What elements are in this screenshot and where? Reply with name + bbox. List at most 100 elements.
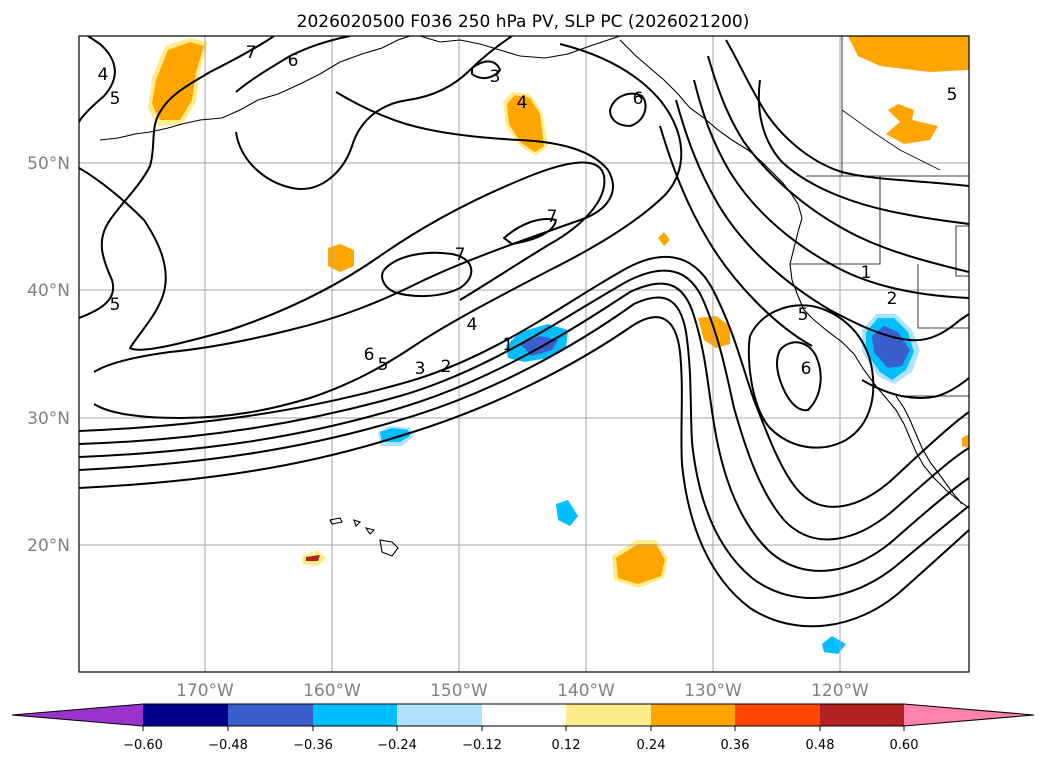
- contour-label-7a: 7: [246, 43, 257, 63]
- lon-label-120w: 120°W: [811, 681, 869, 701]
- contour-22: [757, 79, 969, 225]
- contour-5: [79, 316, 969, 628]
- contour-14: [503, 218, 557, 245]
- pv-blob-subtropical-core: [616, 544, 665, 584]
- pv-neg-blob-west-core: [380, 428, 410, 442]
- lon-label-140w: 140°W: [557, 681, 615, 701]
- contour-2: [79, 269, 969, 541]
- pv-blob-off-california: [698, 316, 730, 348]
- contour-label-6c: 6: [364, 345, 375, 365]
- border-states-1: [790, 176, 881, 265]
- lat-label-50n: 50°N: [27, 154, 70, 174]
- contour-label-7b: 7: [547, 207, 558, 227]
- colorbar-extend-min: [12, 704, 143, 726]
- contour-1: [79, 256, 969, 508]
- contour-15: [471, 60, 501, 80]
- coast-hawaii: [329, 517, 399, 557]
- lon-label-160w: 160°W: [303, 681, 361, 701]
- colorbar-segment-8: [735, 704, 820, 726]
- pv-positive-anomalies: [148, 36, 969, 588]
- longitude-axis: 170°W 160°W 150°W 140°W 130°W 120°W: [176, 681, 869, 701]
- contour-25: [861, 377, 969, 399]
- colorbar-tick-label-6: 0.12: [552, 738, 581, 753]
- pv-blob-aleutian-core: [507, 95, 544, 152]
- pv-blob-mexico: [962, 434, 969, 448]
- contour-label-4a: 4: [98, 65, 109, 85]
- contour-labels: 7 6 4 5 3 4 6 7 7 5 6 5 3 2 4 1 5 6 1 2 …: [98, 43, 958, 379]
- pv-blob-hawaii-west-core: [306, 555, 320, 561]
- contour-label-6b: 6: [633, 89, 644, 109]
- border-canada-provinces: [841, 109, 941, 171]
- contour-12: [235, 36, 513, 190]
- contour-label-3b: 3: [415, 359, 426, 379]
- colorbar-segment-2: [228, 704, 313, 726]
- map-title: 2026020500 F036 250 hPa PV, SLP PC (2026…: [297, 12, 750, 32]
- colorbar-tick-label-7: 0.24: [637, 738, 666, 753]
- contour-label-7c: 7: [455, 245, 466, 265]
- contour-10: [93, 43, 683, 419]
- contour-24: [776, 341, 822, 412]
- contour-label-4c: 4: [467, 315, 478, 335]
- colorbar-tick-label-2: −0.48: [208, 738, 248, 753]
- contour-16: [609, 92, 647, 127]
- contour-17: [725, 39, 969, 187]
- pv-blob-canada-ne: [848, 36, 969, 72]
- contour-6: [79, 36, 116, 123]
- colorbar-segment-9: [820, 704, 904, 726]
- map-frame: [78, 35, 970, 673]
- colorbar-tick-label-9: 0.48: [806, 738, 835, 753]
- coast-baja: [895, 395, 963, 505]
- coast-alaska-peninsula: [99, 36, 411, 141]
- contour-label-2b: 2: [887, 289, 898, 309]
- pv-blob-gulf-alaska-core: [152, 42, 204, 120]
- colorbar-segment-6: [566, 704, 651, 726]
- pv-neg-blob-south: [556, 500, 578, 526]
- pv-blob-tiny-north: [658, 232, 670, 246]
- colorbar-tick-label-10: 0.60: [890, 738, 919, 753]
- contour-23: [747, 304, 875, 449]
- latitude-axis: 50°N 40°N 30°N 20°N: [27, 154, 70, 556]
- colorbar: −0.60 −0.48 −0.36 −0.24 −0.12 0.12 0.24 …: [11, 703, 1035, 753]
- lon-label-130w: 130°W: [684, 681, 742, 701]
- lon-label-170w: 170°W: [176, 681, 234, 701]
- lon-label-150w: 150°W: [430, 681, 488, 701]
- contour-label-1b: 1: [861, 263, 872, 283]
- contour-label-5e: 5: [798, 305, 809, 325]
- contour-label-1a: 1: [503, 335, 514, 355]
- contour-label-2a: 2: [441, 357, 452, 377]
- contour-label-6d: 6: [801, 359, 812, 379]
- contour-21: [659, 125, 813, 347]
- contour-label-4b: 4: [517, 93, 528, 113]
- contour-19: [693, 79, 969, 299]
- contour-8: [79, 161, 606, 351]
- contour-label-6a: 6: [288, 51, 299, 71]
- slp-contours: [79, 36, 969, 628]
- contour-20: [675, 99, 969, 342]
- coast-us-west: [789, 217, 969, 509]
- contour-4: [79, 296, 969, 599]
- contour-label-5c: 5: [378, 355, 389, 375]
- contour-label-5d: 5: [947, 85, 958, 105]
- contour-18: [707, 55, 969, 273]
- coast-alaska-south: [419, 36, 621, 59]
- pv-blob-canada-small: [886, 104, 938, 144]
- colorbar-tick-label-3: −0.36: [293, 738, 333, 753]
- border-states-2: [917, 264, 969, 329]
- map-panel: 7 6 4 5 3 4 6 7 7 5 6 5 3 2 4 1 5 6 1 2 …: [79, 36, 969, 672]
- colorbar-segment-4: [397, 704, 482, 726]
- colorbar-ticks: [142, 726, 905, 731]
- colorbar-segment-3: [313, 704, 397, 726]
- colorbar-tick-label-1: −0.60: [123, 738, 163, 753]
- border-states-3: [955, 225, 969, 277]
- lat-label-20n: 20°N: [27, 536, 70, 556]
- contour-label-5b: 5: [110, 295, 121, 315]
- pv-neg-blob-central-core: [520, 336, 558, 356]
- contour-label-3a: 3: [490, 67, 501, 87]
- colorbar-tick-label-5: −0.12: [462, 738, 502, 753]
- pv-blob-mid-pacific: [328, 244, 354, 272]
- colorbar-extend-max: [904, 704, 1034, 726]
- contour-label-5a: 5: [110, 89, 121, 109]
- political-borders: [790, 36, 969, 397]
- contour-7: [79, 36, 275, 319]
